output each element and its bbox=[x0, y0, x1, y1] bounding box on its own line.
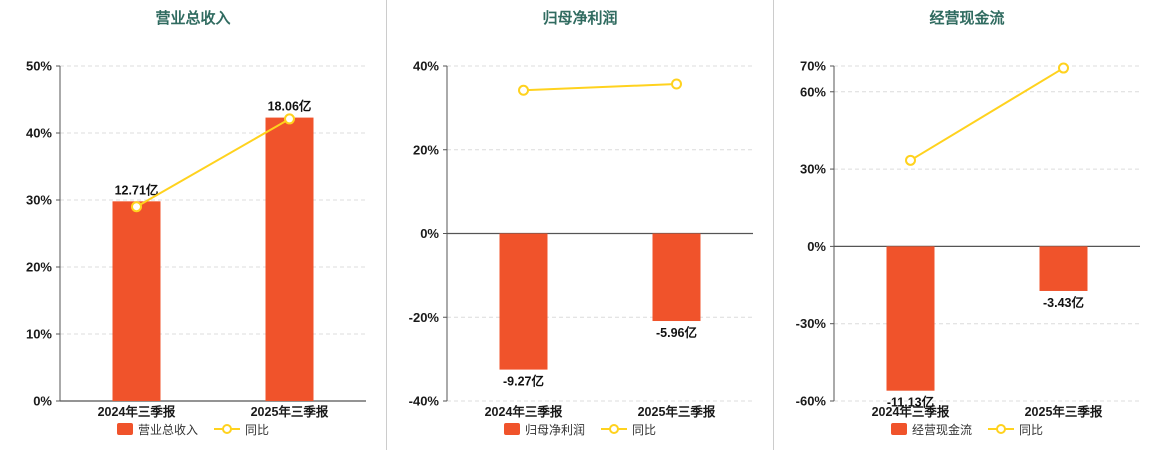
y-tick-label: 60% bbox=[800, 84, 826, 99]
y-tick-label: 0% bbox=[807, 239, 826, 254]
bar-value-label: -9.27亿 bbox=[503, 374, 544, 389]
chart-panel-cash-flow: 经营现金流 -60% -30% 0% 30% 60% 70% -11.13亿 2024年三季报… bbox=[774, 0, 1160, 450]
y-tick-label: -20% bbox=[409, 310, 440, 325]
bar-curr-period bbox=[1039, 246, 1088, 291]
bar-value-label: -5.96亿 bbox=[656, 325, 697, 340]
line-swatch-icon bbox=[601, 424, 627, 435]
yoy-marker bbox=[905, 154, 916, 166]
chart-panel-revenue: 营业总收入 0% 10% 20% 30% 40% 50% 12.71亿 2024年三季报 18.… bbox=[0, 0, 387, 450]
chart-legend-net-profit: 归母净利润 同比 bbox=[503, 420, 656, 438]
category-label: 2025年三季报 bbox=[251, 404, 329, 419]
chart-panel-net-profit: 归母净利润 -40% -20% 0% 20% 40% -9.27亿 2024年三季报 -5.9… bbox=[387, 0, 774, 450]
y-tick-label: 20% bbox=[413, 142, 439, 157]
category-label: 2025年三季报 bbox=[638, 404, 716, 419]
bar-value-label: -11.13亿 bbox=[887, 395, 934, 410]
y-tick-label: -60% bbox=[796, 394, 827, 409]
legend-label-bar: 营业总收入 bbox=[137, 422, 198, 437]
y-tick-label: 70% bbox=[800, 59, 826, 74]
legend-item-bar-cash-flow[interactable]: 经营现金流 bbox=[890, 421, 972, 438]
category-label: 2025年三季报 bbox=[1025, 404, 1103, 419]
bar-swatch-icon bbox=[503, 423, 520, 435]
legend-label-line: 同比 bbox=[245, 422, 270, 437]
yoy-marker bbox=[284, 113, 295, 125]
bar-value-label: 12.71亿 bbox=[115, 182, 159, 197]
legend-item-line-cash-flow[interactable]: 同比 bbox=[988, 421, 1043, 438]
chart-legend-revenue: 营业总收入 同比 bbox=[116, 420, 269, 438]
bar-value-label: 18.06亿 bbox=[268, 99, 312, 114]
yoy-trend-line bbox=[136, 118, 290, 208]
legend-label-line: 同比 bbox=[1019, 422, 1044, 437]
y-tick-label: 30% bbox=[800, 162, 826, 177]
category-label: 2024年三季报 bbox=[485, 404, 563, 419]
bar-swatch-icon bbox=[890, 423, 907, 435]
y-tick-label: 10% bbox=[26, 327, 52, 342]
chart-legend-cash-flow: 经营现金流 同比 bbox=[890, 420, 1043, 438]
y-tick-label: 40% bbox=[26, 126, 52, 141]
legend-item-bar-net-profit[interactable]: 归母净利润 bbox=[503, 421, 585, 438]
yoy-marker bbox=[671, 78, 682, 90]
chart-title-cash-flow: 经营现金流 bbox=[929, 10, 1005, 27]
bar-prev-period bbox=[499, 233, 548, 370]
chart-title-net-profit: 归母净利润 bbox=[542, 10, 618, 27]
yoy-marker bbox=[131, 201, 142, 213]
yoy-marker bbox=[1058, 62, 1069, 74]
y-tick-label: 40% bbox=[413, 59, 439, 74]
line-marker-icon bbox=[996, 424, 1006, 434]
line-marker-icon bbox=[609, 424, 619, 434]
legend-item-line-net-profit[interactable]: 同比 bbox=[601, 421, 656, 438]
yoy-trend-line bbox=[909, 67, 1065, 162]
y-tick-label: -30% bbox=[796, 316, 827, 331]
y-tick-label: 0% bbox=[33, 394, 52, 409]
line-marker-icon bbox=[222, 424, 232, 434]
line-swatch-icon bbox=[214, 424, 240, 435]
bar-prev-period bbox=[886, 246, 935, 391]
legend-item-line-revenue[interactable]: 同比 bbox=[214, 421, 269, 438]
line-swatch-icon bbox=[988, 424, 1014, 435]
bar-value-label: -3.43亿 bbox=[1043, 295, 1084, 310]
yoy-trend-line bbox=[523, 83, 677, 92]
legend-label-bar: 经营现金流 bbox=[911, 422, 972, 437]
chart-title-revenue: 营业总收入 bbox=[155, 10, 231, 27]
y-tick-label: 0% bbox=[420, 226, 439, 241]
bar-prev-period bbox=[112, 201, 161, 401]
y-tick-label: 30% bbox=[26, 193, 52, 208]
y-tick-label: 20% bbox=[26, 260, 52, 275]
category-label: 2024年三季报 bbox=[98, 404, 176, 419]
bar-curr-period bbox=[265, 117, 314, 401]
yoy-marker bbox=[518, 84, 529, 96]
legend-item-bar-revenue[interactable]: 营业总收入 bbox=[116, 421, 198, 438]
chart-canvas-net-profit: -40% -20% 0% 20% 40% -9.27亿 2024年三季报 -5.96亿 2025… bbox=[409, 59, 753, 419]
y-tick-label: -40% bbox=[409, 394, 440, 409]
bar-swatch-icon bbox=[116, 423, 133, 435]
chart-canvas-revenue: 0% 10% 20% 30% 40% 50% 12.71亿 2024年三季报 18.06亿 202… bbox=[26, 59, 366, 419]
category-label: 2024年三季报 bbox=[872, 404, 950, 419]
bar-curr-period bbox=[652, 233, 701, 322]
legend-label-line: 同比 bbox=[632, 422, 657, 437]
legend-label-bar: 归母净利润 bbox=[524, 422, 585, 437]
y-tick-label: 50% bbox=[26, 59, 52, 74]
